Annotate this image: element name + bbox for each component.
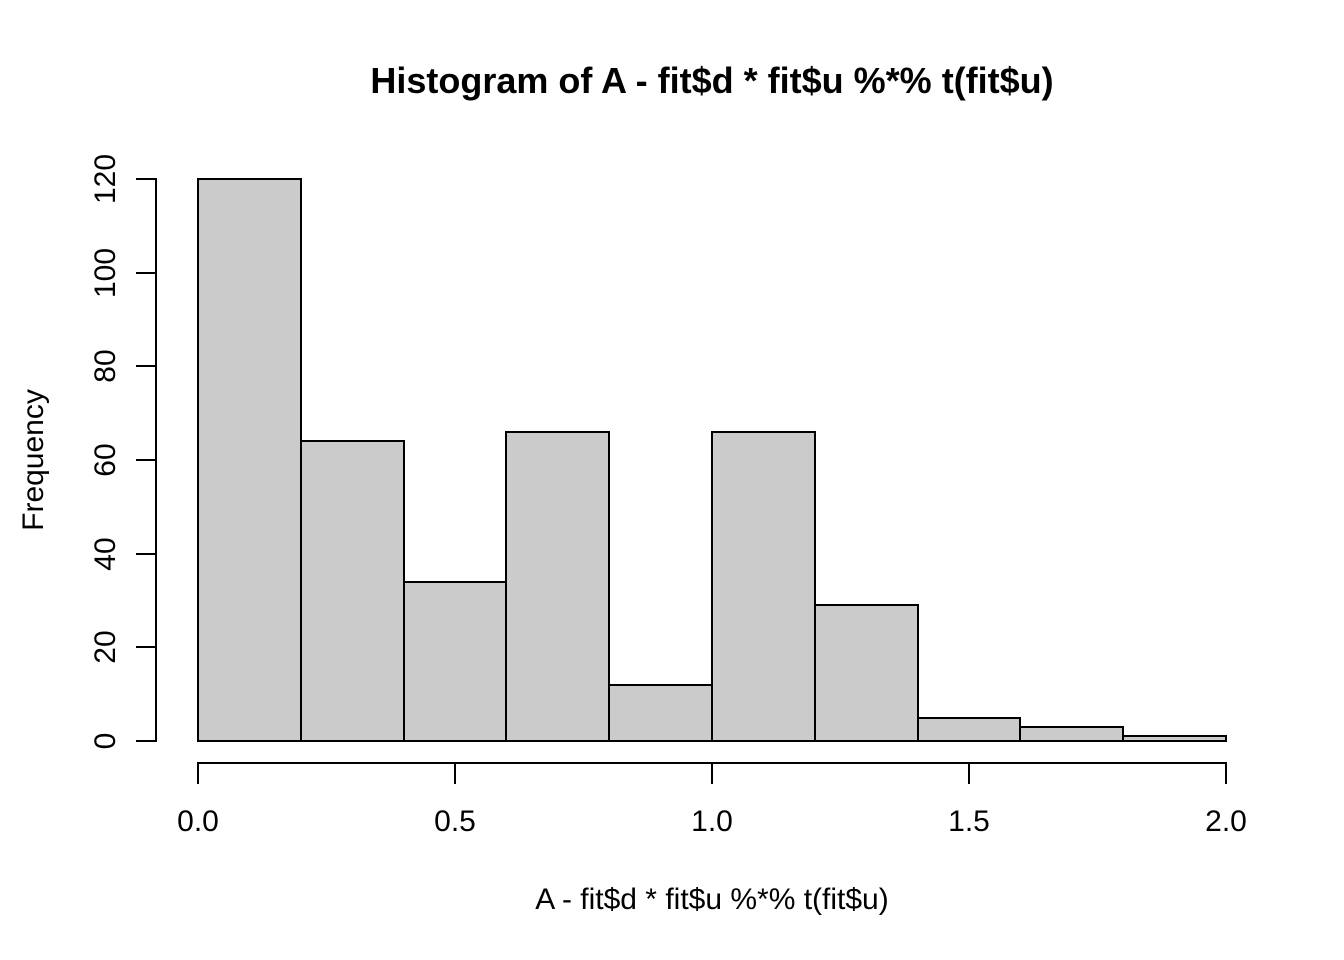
y-axis-tick-label: 60 bbox=[89, 443, 122, 477]
y-axis-tick-label: 100 bbox=[89, 247, 122, 298]
y-axis-tick bbox=[136, 365, 156, 368]
x-axis-tick-label: 0.0 bbox=[177, 805, 219, 838]
y-axis-title: Frequency bbox=[17, 389, 50, 531]
histogram-bar bbox=[300, 440, 405, 742]
y-axis-tick-label: 40 bbox=[89, 536, 122, 571]
histogram-bar bbox=[711, 431, 816, 742]
x-axis-tick bbox=[197, 763, 199, 784]
y-axis-tick-label: 0 bbox=[89, 732, 122, 750]
y-axis-tick bbox=[136, 271, 156, 274]
x-axis-tick-label: 1.0 bbox=[691, 805, 733, 838]
y-axis-tick bbox=[136, 646, 156, 649]
histogram-bar bbox=[917, 717, 1021, 742]
y-axis-tick bbox=[136, 552, 156, 555]
y-axis-tick-label: 20 bbox=[89, 630, 122, 665]
histogram-bar bbox=[403, 581, 507, 742]
y-axis-line bbox=[155, 178, 157, 742]
y-axis-tick-label: 80 bbox=[89, 349, 122, 384]
x-axis-tick bbox=[968, 763, 970, 784]
x-axis-tick bbox=[711, 763, 713, 784]
histogram-bar bbox=[608, 684, 713, 742]
histogram-bar bbox=[505, 431, 610, 742]
y-axis-tick bbox=[136, 459, 156, 461]
chart-title: Histogram of A - fit$d * fit$u %*% t(fit… bbox=[370, 60, 1054, 101]
x-axis-tick-label: 2.0 bbox=[1205, 805, 1247, 838]
y-axis-tick bbox=[136, 178, 156, 180]
x-axis-tick bbox=[454, 763, 456, 784]
x-axis-tick-label: 1.5 bbox=[948, 805, 990, 838]
y-axis-tick-label: 120 bbox=[89, 153, 122, 205]
histogram-bar bbox=[1122, 735, 1227, 742]
histogram-bar bbox=[1019, 726, 1124, 742]
y-axis-tick bbox=[136, 740, 156, 742]
histogram-bar bbox=[814, 604, 919, 742]
x-axis-tick bbox=[1225, 763, 1227, 784]
histogram-bar bbox=[197, 178, 302, 742]
x-axis-title: A - fit$d * fit$u %*% t(fit$u) bbox=[535, 883, 889, 916]
x-axis-tick-label: 0.5 bbox=[434, 805, 476, 838]
